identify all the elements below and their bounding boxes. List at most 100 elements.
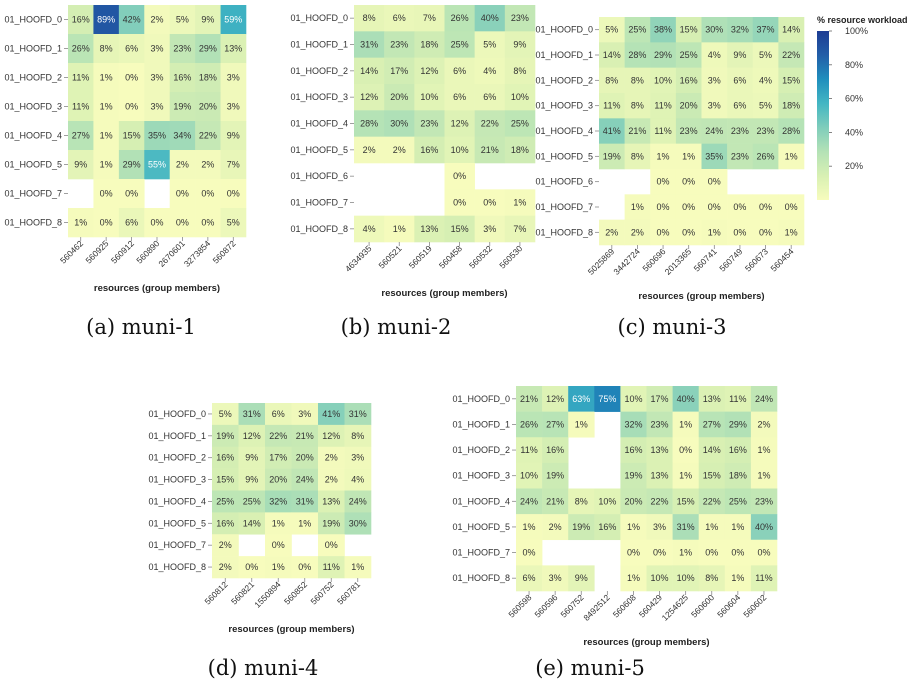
cell-value-label: 1% xyxy=(100,131,113,141)
heatmap-cell xyxy=(384,84,415,111)
heatmap-cell xyxy=(238,512,266,535)
heatmap-cell xyxy=(504,5,536,32)
column-label: 560673 xyxy=(743,246,770,273)
cell-value-label: 1% xyxy=(679,419,692,429)
heatmap-cell xyxy=(750,539,778,566)
cell-value-label: 8% xyxy=(513,66,526,76)
cell-value-label: 3% xyxy=(150,73,163,83)
heatmap-cell xyxy=(195,34,221,64)
heatmap-cell xyxy=(727,93,754,119)
cell-value-label: 6% xyxy=(125,44,138,54)
row-label: 01_HOOFD_7 xyxy=(290,198,348,208)
heatmap-cell xyxy=(195,150,221,180)
cell-value-label: 12% xyxy=(243,431,261,441)
cell-value-label: 1% xyxy=(757,445,770,455)
heatmap-cell xyxy=(220,150,247,180)
heatmap-cell xyxy=(444,189,475,216)
cell-value-label: 25% xyxy=(680,50,698,60)
row-label: 01_HOOFD_8 xyxy=(452,573,510,583)
heatmap-cell xyxy=(354,57,385,85)
column-label: 560602 xyxy=(741,592,768,619)
heatmap-cell xyxy=(238,446,266,469)
heatmap-cell xyxy=(344,490,372,513)
heatmap-cell xyxy=(474,189,506,216)
heatmap-cell xyxy=(212,446,239,469)
heatmap-cell xyxy=(675,219,702,246)
cell-value-label: 22% xyxy=(651,496,669,506)
cell-value-label: 11% xyxy=(72,73,89,83)
heatmap-cell xyxy=(672,539,699,566)
cell-value-label: 0% xyxy=(125,102,138,112)
heatmap-cell xyxy=(750,411,778,438)
legend-title: % resource workload xyxy=(817,15,908,25)
cell-value-label: 24% xyxy=(296,475,314,485)
cell-value-label: 1% xyxy=(705,522,718,532)
heatmap-cell xyxy=(624,17,651,43)
heatmap-cell xyxy=(724,565,752,592)
cell-value-label: 22% xyxy=(269,431,287,441)
heatmap-cell xyxy=(291,424,319,448)
heatmap-cell xyxy=(599,67,625,94)
column-label: 560454 xyxy=(768,246,795,273)
row-label: 01_HOOFD_0 xyxy=(290,13,348,23)
heatmap-panel-1: 16% 89% 42% 2% 5% 9% 59% 26% 8% 6% 3% 23% 29% 13% 11% 1… xyxy=(4,5,247,339)
heatmap-cell xyxy=(724,386,752,412)
heatmap-cell xyxy=(474,110,506,137)
cell-value-label: 11% xyxy=(729,394,746,404)
heatmap-cell xyxy=(752,118,779,144)
cell-value-label: 14% xyxy=(782,25,800,35)
cell-value-label: 4% xyxy=(708,50,721,60)
cell-value-label: 8% xyxy=(631,151,644,161)
cell-value-label: 3% xyxy=(227,73,240,83)
heatmap-cell xyxy=(752,93,779,119)
cell-value-label: 0% xyxy=(453,198,466,208)
heatmap-cell xyxy=(144,92,171,122)
cell-value-label: 25% xyxy=(216,496,234,506)
cell-value-label: 1% xyxy=(657,151,670,161)
cell-value-label: 34% xyxy=(173,131,191,141)
heatmap-cell xyxy=(93,92,120,122)
heatmap-cell xyxy=(444,163,475,190)
heatmap-cell xyxy=(68,5,94,35)
cell-value-label: 30% xyxy=(349,518,367,528)
row-label: 01_HOOFD_8 xyxy=(148,562,206,572)
heatmap-cell xyxy=(516,488,543,515)
cell-value-label: 0% xyxy=(483,198,496,208)
heatmap-cell xyxy=(93,34,120,64)
heatmap-panel-3: 5% 25% 38% 15% 30% 32% 37% 14% 14% 28% 29% 25% 4% 9% 5… xyxy=(535,17,805,339)
heatmap-cell xyxy=(68,63,94,93)
heatmap-cell xyxy=(169,92,196,122)
heatmap-cell xyxy=(118,121,145,151)
heatmap-cell xyxy=(750,386,778,412)
cell-value-label: 11% xyxy=(520,445,537,455)
cell-value-label: 14% xyxy=(703,445,721,455)
heatmap-cell xyxy=(414,5,445,32)
heatmap-cell xyxy=(444,110,475,137)
cell-value-label: 1% xyxy=(627,573,640,583)
column-label: 560519 xyxy=(407,243,434,270)
heatmap-cell xyxy=(144,34,171,64)
heatmap-cell xyxy=(169,208,196,238)
cell-value-label: 4% xyxy=(759,75,772,85)
cell-value-label: 0% xyxy=(627,548,640,558)
cell-value-label: 0% xyxy=(150,218,163,228)
cell-value-label: 15% xyxy=(123,131,141,141)
cell-value-label: 3% xyxy=(150,102,163,112)
cell-value-label: 20% xyxy=(624,496,642,506)
heatmap-cell xyxy=(238,403,266,426)
cell-value-label: 31% xyxy=(243,409,261,419)
heatmap-cell xyxy=(444,136,475,164)
heatmap-cell xyxy=(778,93,805,119)
cell-value-label: 0% xyxy=(757,548,770,558)
cell-value-label: 18% xyxy=(782,101,800,111)
heatmap-cell xyxy=(724,514,752,541)
row-label: 01_HOOFD_8 xyxy=(535,227,593,237)
cell-value-label: 0% xyxy=(679,445,692,455)
cell-value-label: 6% xyxy=(453,92,466,102)
heatmap-cell xyxy=(169,5,196,35)
heatmap-cell xyxy=(504,136,536,164)
cell-value-label: 11% xyxy=(755,573,772,583)
cell-value-label: 8% xyxy=(100,44,113,54)
heatmap-cell xyxy=(212,556,239,579)
